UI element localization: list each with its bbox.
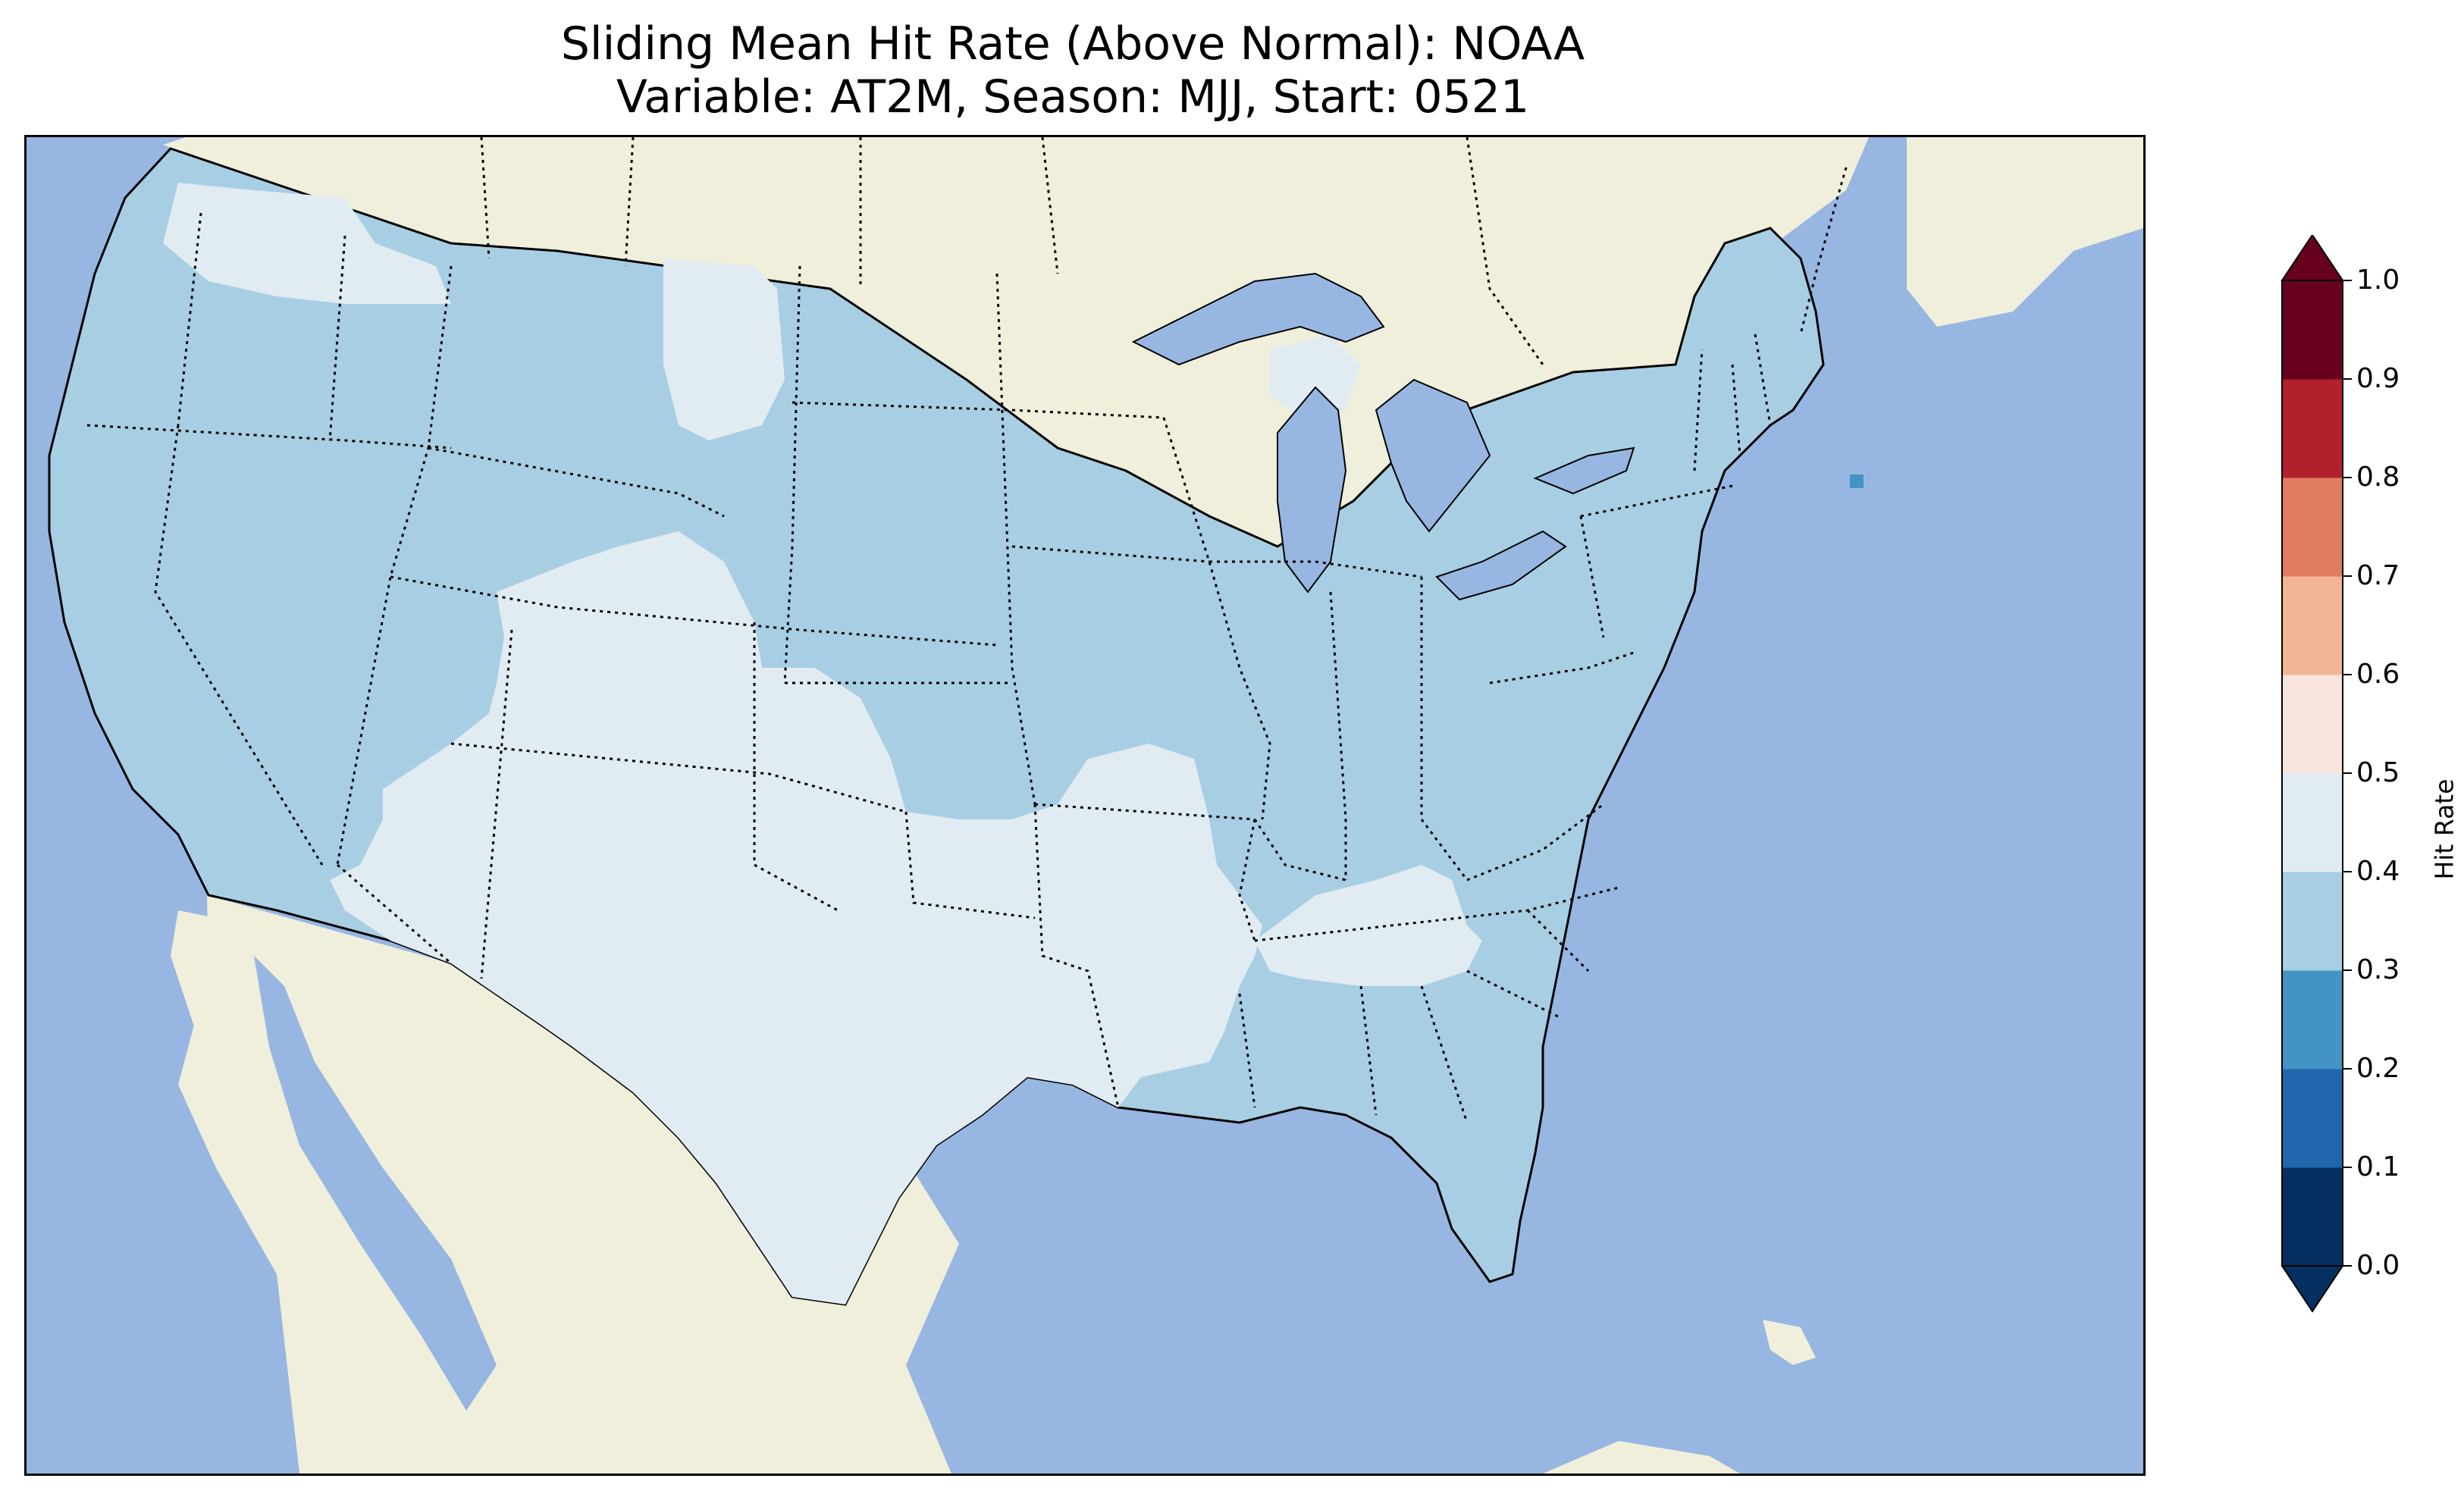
colorbar-segment [2282,773,2343,872]
map-subtitle: Variable: AT2M, Season: MJJ, Start: 0521 [616,70,1530,124]
michigan-bin-04-05 [1270,334,1361,418]
cuba-landmass [1763,1320,1816,1365]
yucatan-edge [1543,1441,1740,1474]
province-borders [480,137,1848,365]
colorbar [2281,235,2352,1313]
colorbar-tick-label: 0.2 [2356,1053,2400,1084]
colorbar-tick-label: 0.8 [2356,462,2400,493]
colorado-bin-04-05 [497,531,754,728]
map-title: Sliding Mean Hit Rate (Above Normal): NO… [560,17,1585,70]
lake-huron [1375,378,1491,533]
colorbar-tick-label: 0.3 [2356,954,2400,985]
colorbar-tick-label: 0.6 [2356,659,2400,690]
lake-superior [1131,272,1385,366]
map-svg [27,137,2143,1474]
colorbar-segment [2282,872,2343,971]
tennessee-bin-04-05 [1255,865,1482,986]
colorbar-tick-label: 0.4 [2356,856,2400,887]
colorbar-segment [2282,379,2343,478]
montana-bin-04-05 [663,258,785,440]
lake-erie [1435,530,1567,601]
lake-ontario [1533,446,1635,495]
rhode-island-bin-02-03 [1850,475,1864,488]
colorbar-tick-label: 0.5 [2356,757,2400,788]
canada-landmass [163,137,1869,547]
newfoundland-landmass [2036,152,2143,213]
map-panel [24,135,2146,1476]
colorbar-extend-min [2281,1265,2344,1313]
colorbar-tick-label: 0.9 [2356,363,2400,394]
lake-michigan [1277,386,1347,594]
colorbar-extend-max [2281,235,2344,281]
washington-bin-04-05 [163,183,451,304]
state-borders [86,212,1772,1123]
colorbar-label: Hit Rate [2429,778,2459,880]
colorbar-segment [2282,675,2343,774]
colorbar-segment [2282,1167,2343,1267]
colorbar-segment [2282,280,2343,380]
colorbar-segment [2282,576,2343,675]
colorbar-segment [2282,1069,2343,1168]
baja-landmass [171,910,436,1474]
us-base-fill [48,147,1825,1306]
colorbar-segment [2282,970,2343,1070]
gulf-of-california [254,956,497,1411]
colorbar-tick-label: 1.0 [2356,265,2400,296]
colorbar-segment [2282,478,2343,577]
southwest-bin-04-05 [330,562,1262,1305]
colorbar-tick-label: 0.7 [2356,560,2400,591]
colorbar-tick-label: 0.0 [2356,1250,2400,1281]
colorbar-tick-label: 0.1 [2356,1151,2400,1182]
